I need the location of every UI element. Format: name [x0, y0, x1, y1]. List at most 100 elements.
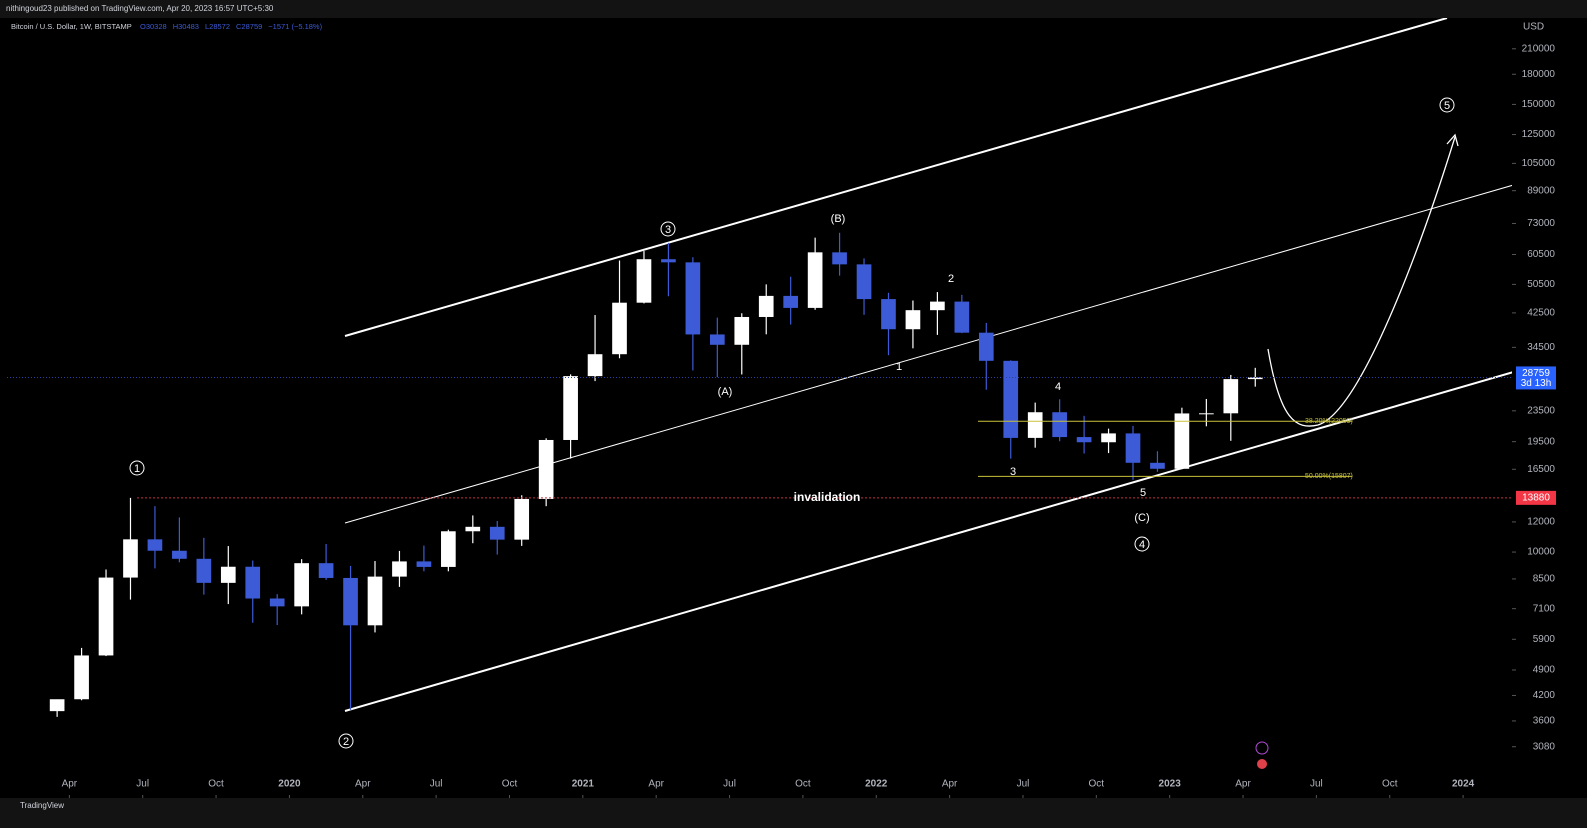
candle-body — [367, 576, 383, 626]
candle-body — [587, 354, 603, 377]
candle-body — [269, 598, 285, 607]
y-tick-label: 180000 — [1522, 69, 1556, 80]
y-tick-label: 89000 — [1527, 185, 1555, 196]
y-tick-label: 4900 — [1533, 665, 1556, 676]
candle-body — [636, 259, 652, 303]
ohlc-value: H30483 — [173, 22, 199, 31]
candle-body — [441, 531, 456, 567]
wave-circle — [1439, 97, 1455, 113]
ohlc-value: −1571 (−5.18%) — [268, 22, 322, 31]
x-tick-label: 2021 — [572, 779, 595, 790]
candle-body — [612, 302, 627, 355]
wave-circle — [129, 460, 145, 476]
candle-body — [758, 295, 774, 317]
candle-body — [905, 310, 921, 330]
wave-circle — [660, 221, 676, 237]
icon — [1257, 759, 1267, 769]
wave-label: (B) — [831, 213, 846, 225]
y-tick-label: 12000 — [1527, 517, 1555, 528]
y-tick-label: 10000 — [1527, 547, 1555, 558]
y-tick-label: 42500 — [1527, 308, 1555, 319]
y-tick-label: 73000 — [1527, 218, 1555, 229]
candle-body — [1027, 412, 1043, 438]
x-tick-label: Jul — [723, 779, 736, 790]
candle-body — [74, 655, 89, 700]
x-tick-label: Apr — [942, 779, 958, 790]
currency: USD — [1523, 22, 1544, 33]
candle-body — [514, 498, 530, 540]
candle-body — [563, 376, 578, 440]
x-tick-label: Oct — [208, 779, 224, 790]
candle-body — [1199, 413, 1214, 415]
wave-label: 5 — [1444, 100, 1450, 112]
wave-label: 3 — [1010, 466, 1016, 478]
brand: TradingView — [20, 801, 64, 810]
candle-body — [172, 550, 187, 559]
last-price-label: 28759 — [1522, 368, 1550, 379]
candle-body — [147, 539, 163, 551]
candle-body — [856, 264, 872, 300]
ohlc-value: L28572 — [205, 22, 230, 31]
channel-middle — [344, 184, 1512, 524]
y-tick-label: 150000 — [1522, 99, 1556, 110]
y-tick-label: 210000 — [1522, 43, 1556, 54]
x-tick-label: Apr — [62, 779, 78, 790]
candle-body — [1247, 377, 1263, 380]
y-tick-label: 16500 — [1527, 464, 1555, 475]
candle-body — [807, 252, 823, 308]
x-tick-label: Oct — [502, 779, 518, 790]
icon — [1255, 741, 1269, 755]
wave-label: 5 — [1140, 487, 1146, 499]
y-tick-label: 5900 — [1533, 634, 1556, 645]
wave-label: (A) — [718, 386, 733, 398]
countdown: 3d 13h — [1521, 378, 1552, 389]
y-tick-label: 34500 — [1527, 342, 1555, 353]
bottom-bar — [0, 798, 1587, 828]
candle-body — [245, 566, 261, 599]
x-tick-label: Jul — [136, 779, 149, 790]
x-tick-label: Jul — [1310, 779, 1323, 790]
x-tick-label: Apr — [648, 779, 664, 790]
fib-label: 50.00%(15807) — [1305, 473, 1353, 480]
wave-label: 4 — [1055, 381, 1061, 393]
wave-label: 1 — [134, 463, 140, 475]
y-tick-label: 125000 — [1522, 129, 1556, 140]
invalidation-price: 13880 — [1522, 493, 1550, 504]
candle-body — [930, 301, 945, 311]
candle-body — [416, 561, 432, 567]
candle-body — [709, 334, 725, 345]
drawings — [344, 18, 1512, 712]
chart-title: Bitcoin / U.S. Dollar, 1W, BITSTAMP — [11, 22, 132, 31]
y-tick-label: 105000 — [1522, 158, 1556, 169]
top-bar — [0, 0, 1587, 18]
y-tick-label: 60500 — [1527, 249, 1555, 260]
candle-body — [1150, 462, 1165, 469]
channel-upper — [344, 18, 1448, 337]
wave-label: 1 — [896, 361, 902, 373]
projection-arrow — [1267, 136, 1456, 427]
y-tick-label: 7100 — [1533, 603, 1556, 614]
candle-body — [220, 566, 236, 583]
candle-body — [685, 262, 701, 335]
candle-body — [832, 252, 847, 265]
candle-body — [318, 563, 334, 578]
x-tick-label: Apr — [355, 779, 371, 790]
wave-circle — [338, 733, 354, 749]
candle-body — [465, 526, 481, 532]
candle-body — [123, 539, 138, 578]
invalidation-label: invalidation — [794, 490, 861, 504]
x-tick-label: Oct — [1089, 779, 1105, 790]
candle-body — [489, 526, 505, 540]
ohlc-value: C28759 — [236, 22, 262, 31]
candles — [49, 232, 1263, 717]
wave-label: (C) — [1134, 512, 1149, 524]
candle-body — [1052, 412, 1067, 438]
candle-body — [1003, 360, 1019, 438]
candle-body — [661, 259, 676, 263]
y-tick-label: 3600 — [1533, 716, 1556, 727]
ohlc-value: O30328 — [140, 22, 167, 31]
x-tick-label: Jul — [1017, 779, 1030, 790]
candle-body — [1174, 413, 1190, 469]
